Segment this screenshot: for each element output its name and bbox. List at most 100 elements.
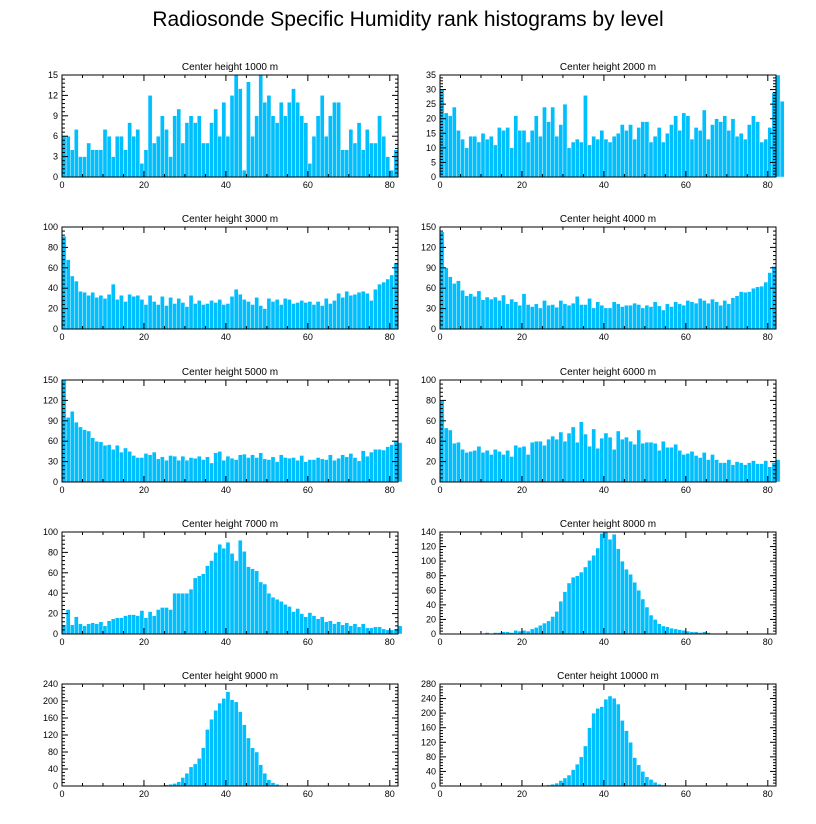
bar [66, 417, 70, 482]
bar [526, 142, 530, 177]
bar [547, 122, 551, 177]
y-tick-label: 160 [421, 723, 436, 733]
bar [501, 130, 505, 177]
bar [275, 599, 279, 634]
bar [324, 460, 328, 482]
bar [152, 143, 156, 177]
bar [279, 601, 283, 634]
y-tick-label: 80 [426, 571, 436, 581]
bar [214, 710, 218, 786]
bar [328, 116, 332, 177]
bar [506, 450, 510, 482]
bar [608, 308, 612, 329]
bar [538, 441, 542, 482]
bar [181, 143, 185, 177]
bar [337, 622, 341, 634]
bar [522, 294, 526, 329]
bar [583, 305, 587, 329]
bar [501, 295, 505, 329]
bar [690, 139, 694, 177]
panel-title: Center height 10000 m [557, 671, 659, 682]
bar [78, 157, 82, 177]
bar [246, 738, 250, 786]
bar [132, 136, 136, 177]
bar [682, 630, 686, 634]
bar [197, 758, 201, 786]
bar [600, 130, 604, 177]
y-tick-label: 80 [48, 242, 58, 252]
bar [661, 626, 665, 634]
bar [465, 148, 469, 177]
bar [304, 302, 308, 329]
y-tick-label: 20 [48, 609, 58, 619]
bar [719, 122, 723, 177]
bar [259, 306, 263, 329]
bar [735, 136, 739, 177]
bar [649, 307, 653, 329]
bar [197, 576, 201, 634]
bar [238, 712, 242, 786]
x-tick-label: 20 [517, 180, 527, 190]
bar [563, 104, 567, 177]
bar [70, 625, 74, 634]
bar [353, 143, 357, 177]
bar [571, 577, 575, 634]
bar [665, 133, 669, 177]
y-tick-label: 0 [431, 781, 436, 791]
bar [616, 304, 620, 329]
bar [378, 284, 382, 329]
bar [300, 116, 304, 177]
bar [444, 113, 448, 177]
bar [710, 125, 714, 177]
bar [250, 748, 254, 786]
bar [337, 458, 341, 482]
y-tick-label: 100 [421, 556, 436, 566]
bar [743, 292, 747, 329]
bar [271, 597, 275, 634]
x-tick-label: 40 [221, 637, 231, 647]
bar [596, 139, 600, 177]
bar [304, 123, 308, 177]
bar [287, 102, 291, 177]
bar [612, 534, 616, 634]
bar [739, 463, 743, 482]
bar [645, 777, 649, 786]
bar [616, 133, 620, 177]
x-tick-label: 80 [385, 180, 395, 190]
bar [234, 75, 238, 177]
bar [169, 610, 173, 634]
bar [522, 130, 526, 177]
bar [218, 544, 222, 634]
bar [222, 548, 226, 634]
panel-title: Center height 9000 m [182, 671, 278, 682]
bar [460, 290, 464, 329]
bar [653, 443, 657, 482]
bar [563, 441, 567, 482]
x-tick-label: 80 [763, 332, 773, 342]
bar [592, 429, 596, 482]
bar [341, 455, 345, 482]
bar [678, 450, 682, 482]
bar [136, 616, 140, 634]
bar [518, 305, 522, 329]
bar [567, 433, 571, 482]
bar [300, 614, 304, 634]
y-tick-label: 140 [421, 527, 436, 537]
bar [460, 139, 464, 177]
bar [160, 607, 164, 634]
bar [469, 294, 473, 329]
y-tick-label: 240 [43, 679, 58, 689]
bar [238, 89, 242, 177]
bar [291, 304, 295, 330]
bar [604, 139, 608, 177]
x-tick-label: 0 [437, 332, 442, 342]
bar [218, 451, 222, 482]
bar [91, 623, 95, 634]
bar [538, 136, 542, 177]
bar [390, 630, 394, 634]
bar [210, 123, 214, 177]
bar [473, 296, 477, 329]
bar [583, 567, 587, 634]
bar [226, 456, 230, 482]
bar [189, 458, 193, 482]
